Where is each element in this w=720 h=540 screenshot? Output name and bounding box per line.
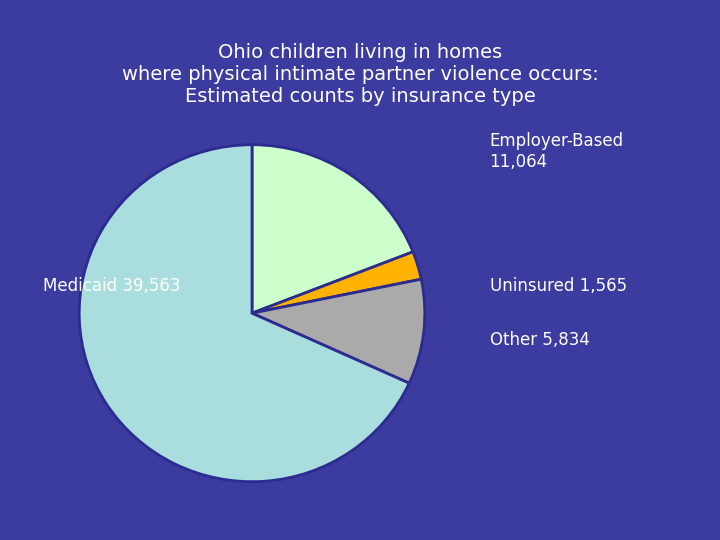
Wedge shape xyxy=(252,252,421,313)
Text: Medicaid 39,563: Medicaid 39,563 xyxy=(43,277,181,295)
Wedge shape xyxy=(79,145,409,482)
Text: Other 5,834: Other 5,834 xyxy=(490,331,590,349)
Wedge shape xyxy=(252,145,413,313)
Text: Uninsured 1,565: Uninsured 1,565 xyxy=(490,277,626,295)
Wedge shape xyxy=(252,279,425,383)
Text: Employer-Based
11,064: Employer-Based 11,064 xyxy=(490,132,624,171)
Text: Ohio children living in homes
where physical intimate partner violence occurs:
E: Ohio children living in homes where phys… xyxy=(122,43,598,106)
